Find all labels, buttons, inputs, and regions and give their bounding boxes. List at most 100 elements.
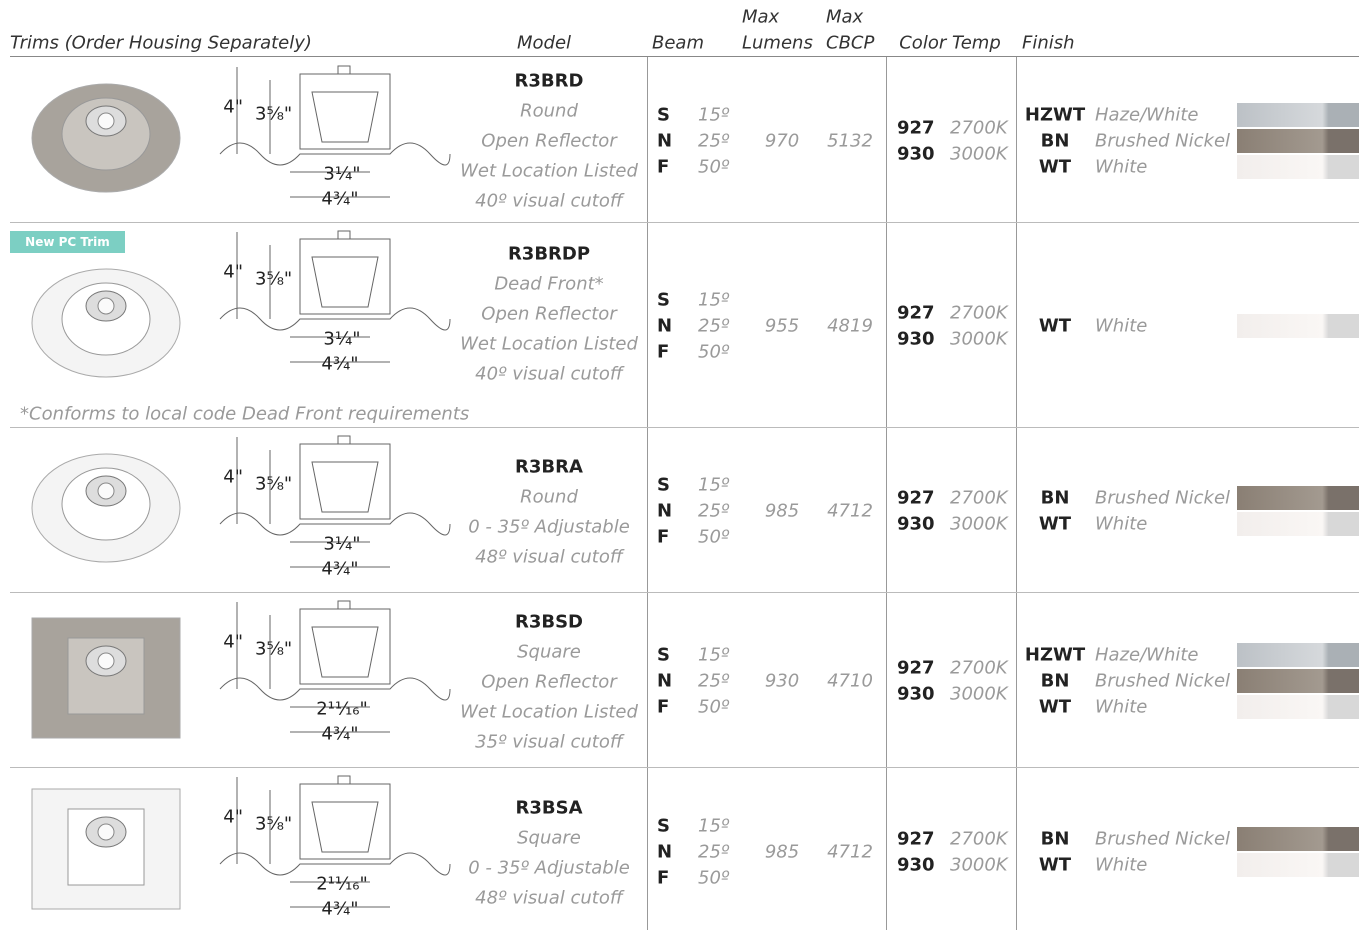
dim-height: 4" (223, 96, 243, 118)
color-temp-kelvin: 3000K (950, 854, 1008, 876)
row-rule (10, 767, 1359, 768)
column-rule (647, 57, 648, 930)
dim-inner-height: 3⅝" (255, 813, 293, 835)
model-description: 48º visual cutoff (475, 887, 623, 909)
beam-code: N (657, 130, 673, 152)
color-temp-kelvin: 2700K (950, 487, 1008, 509)
color-temp-code: 927 (897, 302, 935, 324)
finish-name: Haze/White (1095, 104, 1199, 126)
beam-code: S (657, 644, 670, 666)
dim-diameter: 4¾" (321, 558, 359, 580)
model-description: Dead Front* (494, 273, 604, 295)
header-lumens: Lumens (742, 32, 813, 54)
trim-image (31, 83, 181, 193)
lamp-core (97, 297, 115, 315)
beam-code: F (657, 156, 670, 178)
finish-swatch (1237, 512, 1359, 536)
finish-swatch (1237, 695, 1359, 719)
finish-swatch (1237, 103, 1359, 127)
finish-name: White (1095, 696, 1148, 718)
junction (337, 230, 351, 240)
finish-code: WT (1038, 156, 1072, 178)
beam-angle: 15º (698, 289, 730, 311)
column-rule (886, 57, 887, 930)
header-finish: Finish (1022, 32, 1075, 54)
model-description: 0 - 35º Adjustable (468, 516, 630, 538)
finish-code: WT (1038, 696, 1072, 718)
beam-angle: 25º (698, 841, 730, 863)
header-cbcp: Max (826, 6, 864, 28)
model-description: Open Reflector (481, 303, 617, 325)
reflector (311, 256, 379, 308)
dim-height: 4" (223, 806, 243, 828)
dim-diameter: 4¾" (321, 353, 359, 375)
dimension-diagram (219, 65, 451, 198)
dim-diameter: 4¾" (321, 898, 359, 920)
lamp-core (97, 652, 115, 670)
finish-swatch (1237, 827, 1359, 851)
dimension-diagram (219, 600, 451, 733)
model: R3BRDP (507, 243, 591, 265)
dim-height: 4" (223, 261, 243, 283)
dim-inner-height: 3⅝" (255, 268, 293, 290)
lamp-core (97, 823, 115, 841)
beam-angle: 15º (698, 815, 730, 837)
housing (299, 608, 391, 685)
color-temp-kelvin: 2700K (950, 657, 1008, 679)
junction (337, 435, 351, 445)
beam-code: N (657, 670, 673, 692)
dim-inner-height: 3⅝" (255, 103, 293, 125)
trim-image (31, 617, 181, 739)
color-temp-code: 930 (897, 683, 935, 705)
model-description: 40º visual cutoff (475, 363, 623, 385)
finish-swatch (1237, 669, 1359, 693)
dim-cutout: 3¼" (323, 533, 361, 555)
finish-code: HZWT (1024, 104, 1086, 126)
header-beam: Beam (652, 32, 704, 54)
beam-angle: 50º (698, 526, 730, 548)
ceiling (219, 512, 451, 536)
beam-code: F (657, 341, 670, 363)
model-description: 48º visual cutoff (475, 546, 623, 568)
finish-name: White (1095, 156, 1148, 178)
trim-image (31, 268, 181, 378)
finish-name: Brushed Nickel (1095, 670, 1231, 692)
model-description: Square (517, 641, 581, 663)
color-temp-kelvin: 2700K (950, 828, 1008, 850)
finish-name: Brushed Nickel (1095, 130, 1231, 152)
beam-code: F (657, 867, 670, 889)
junction (337, 65, 351, 75)
beam-code: S (657, 104, 670, 126)
max-lumens: 930 (764, 670, 800, 692)
finish-code: BN (1040, 670, 1070, 692)
color-temp-code: 927 (897, 657, 935, 679)
beam-code: S (657, 289, 670, 311)
dim-height: 4" (223, 466, 243, 488)
trim-image (31, 453, 181, 563)
badge: New PC Trim (10, 231, 125, 253)
dimension-diagram (219, 230, 451, 363)
finish-name: Haze/White (1095, 644, 1199, 666)
finish-name: Brushed Nickel (1095, 828, 1231, 850)
model-description: 35º visual cutoff (475, 731, 623, 753)
color-temp-code: 930 (897, 328, 935, 350)
beam-code: S (657, 815, 670, 837)
max-cbcp: 4712 (827, 500, 873, 522)
model: R3BRA (515, 456, 583, 478)
lamp-core (97, 112, 115, 130)
junction (337, 775, 351, 785)
color-temp-code: 930 (897, 854, 935, 876)
reflector (311, 91, 379, 143)
row-rule (10, 427, 1359, 428)
max-lumens: 985 (764, 841, 800, 863)
beam-code: N (657, 841, 673, 863)
finish-name: Brushed Nickel (1095, 487, 1231, 509)
ceiling (219, 852, 451, 876)
finish-code: BN (1040, 487, 1070, 509)
dim-diameter: 4¾" (321, 188, 359, 210)
header-cbcp: CBCP (826, 32, 875, 54)
trim-image (31, 788, 181, 910)
finish-swatch (1237, 853, 1359, 877)
model: R3BSA (515, 797, 583, 819)
